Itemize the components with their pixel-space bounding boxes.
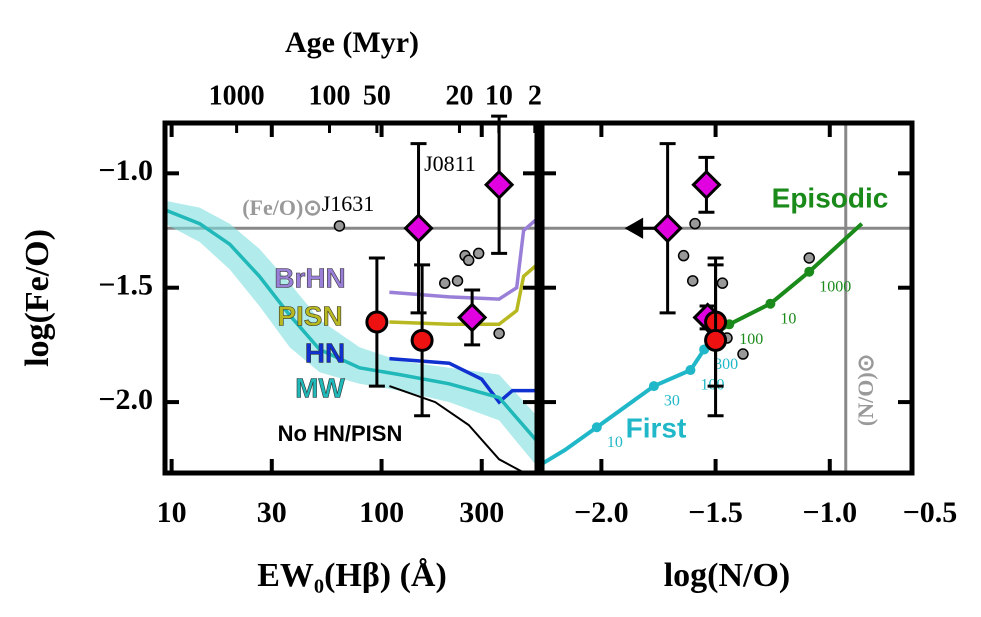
point (737, 348, 749, 360)
annotation: J0811 (424, 151, 476, 176)
point (716, 277, 729, 289)
x-axis-label: log(N/O) (664, 557, 791, 594)
track-dot-label: 10 (607, 434, 623, 451)
y-axis-label: log(Fe/O) (19, 229, 56, 367)
point (686, 275, 699, 287)
track-dot-label: 100 (739, 331, 763, 348)
solar-label: (Fe/O)⊙ (242, 195, 322, 220)
point (483, 169, 515, 200)
curve-label: MW (295, 372, 345, 403)
point (403, 213, 434, 244)
curve (389, 356, 537, 405)
point (691, 169, 722, 200)
x-axis-label: EW₀(Hβ) (Å) (257, 557, 447, 594)
point (439, 277, 451, 289)
y-tick-label: −1.5 (98, 269, 153, 302)
solar-label: (N/O)⊙ (853, 354, 878, 426)
point (472, 247, 485, 260)
point (451, 275, 464, 287)
track-label: Episodic (772, 182, 889, 213)
point (652, 213, 683, 244)
top-tick-label: 100 (309, 80, 351, 111)
point (493, 327, 505, 340)
track-dot (648, 381, 659, 392)
curve-label: BrHN (274, 262, 346, 293)
track-dot-label: 1000 (819, 278, 851, 295)
track-dot-label: 10 (780, 310, 796, 327)
x-tick-label: −1.0 (802, 496, 857, 529)
panel-frame (539, 120, 915, 476)
track (542, 327, 718, 466)
point (704, 328, 728, 352)
y-tick-label: −1.0 (98, 154, 153, 187)
curve-label: PISN (277, 300, 342, 331)
y-tick-label: −2.0 (98, 383, 153, 416)
x-tick-label: −0.5 (903, 496, 958, 529)
point (365, 310, 389, 334)
curve (389, 217, 537, 301)
panel-frame (162, 120, 540, 476)
track-dot (765, 298, 776, 309)
curve (389, 263, 537, 327)
top-axis-label: Age (Myr) (285, 26, 419, 59)
track-dot (804, 266, 815, 277)
curve-label: No HN/PISN (278, 421, 403, 446)
point (689, 217, 701, 230)
track-dot (685, 365, 696, 376)
top-tick-label: 20 (445, 80, 473, 111)
x-tick-label: −1.5 (688, 496, 743, 529)
track-label: First (626, 412, 687, 443)
annotation: J1631 (322, 191, 375, 216)
x-tick-label: −2.0 (574, 496, 629, 529)
x-tick-label: 300 (459, 496, 504, 529)
band (165, 200, 537, 467)
track-dot-label: 30 (664, 393, 680, 410)
curve (389, 385, 526, 473)
point (803, 252, 815, 264)
x-tick-label: 10 (157, 496, 187, 529)
track-dot (591, 422, 602, 433)
top-tick-label: 10 (485, 80, 513, 111)
point (333, 220, 346, 232)
top-tick-label: 1000 (209, 80, 265, 111)
curve-label: HN (305, 337, 345, 368)
point (677, 249, 690, 262)
top-tick-label: 50 (363, 80, 391, 111)
curve (165, 208, 537, 443)
x-tick-label: 100 (359, 496, 404, 529)
point (410, 328, 434, 352)
top-tick-label: 2 (528, 80, 542, 111)
track-dot-label: 300 (714, 356, 738, 373)
point (457, 302, 488, 333)
plot-area (165, 200, 537, 473)
x-tick-label: 30 (257, 496, 287, 529)
point (462, 254, 475, 267)
